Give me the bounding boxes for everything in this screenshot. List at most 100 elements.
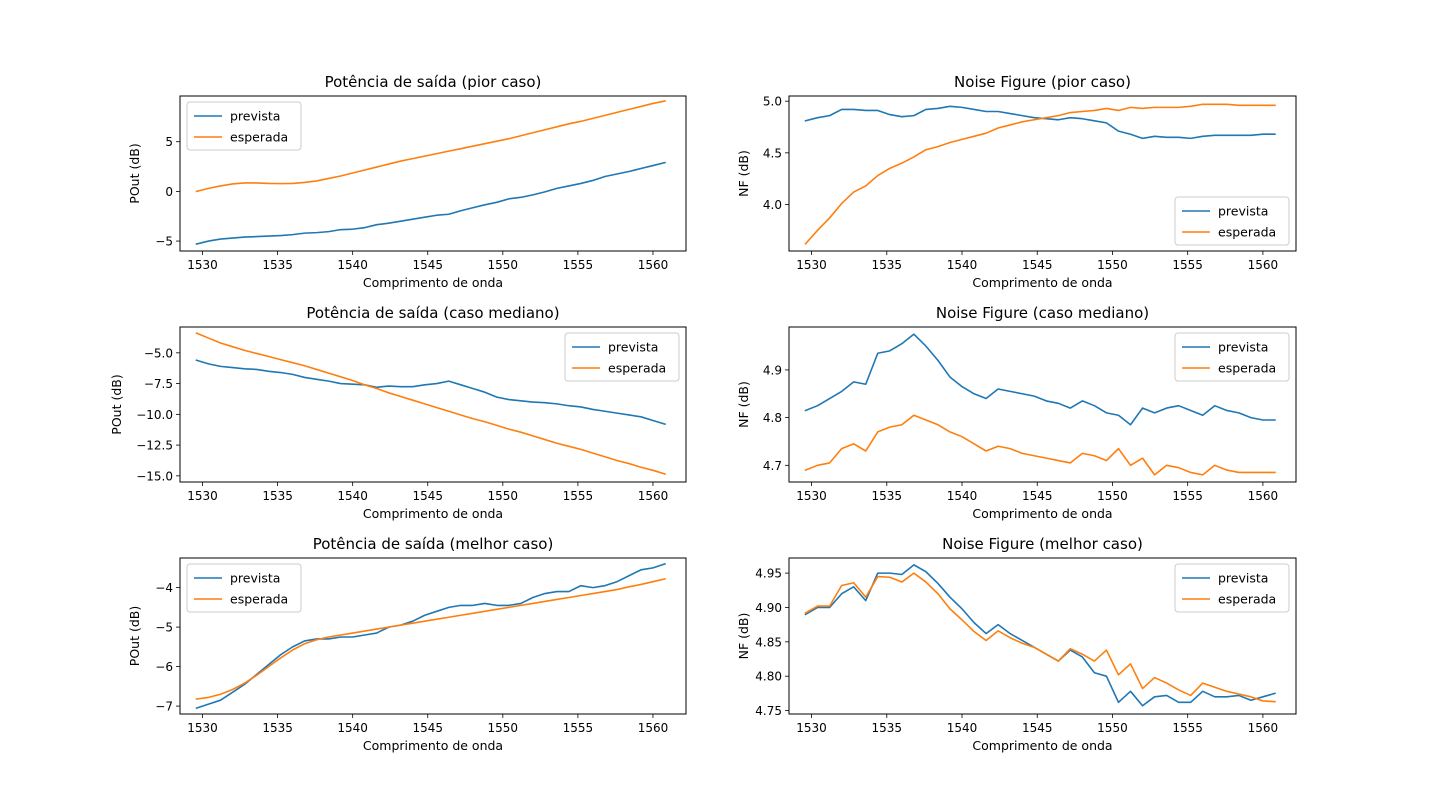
legend: prevista esperada [1174,196,1290,246]
x-tick-label: 1545 [412,721,443,735]
x-tick-label: 1555 [1172,721,1203,735]
x-tick-label: 1530 [796,721,827,735]
series-line-prevista [804,333,1276,426]
legend-box [1174,563,1290,613]
x-tick-label: 1540 [947,489,978,503]
y-tick-label: 4.80 [755,670,782,684]
x-tick-label: 1540 [337,489,368,503]
x-tick-label: 1530 [187,721,218,735]
legend-entry-esperada: esperada [230,592,288,607]
legend-entry-prevista: prevista [1218,204,1268,219]
chart-panel-2: 1530 1535 1540 1545 1550 1555 1560 4.0 4.5 5.0 Noi… [736,73,1297,290]
y-tick-label: −7.5 [144,377,173,391]
y-tick-label: 4.75 [755,704,782,718]
legend-entry-prevista: prevista [1218,571,1268,586]
legend-entry-prevista: prevista [1218,340,1268,355]
legend: prevista esperada [564,332,680,382]
x-tick-label: 1550 [1097,721,1128,735]
x-tick-label: 1545 [412,489,443,503]
legend-entry-esperada: esperada [608,361,666,376]
x-tick-label: 1540 [337,258,368,272]
x-axis-label: Comprimento de onda [972,275,1112,290]
x-tick-label: 1555 [563,258,594,272]
legend: prevista esperada [1174,563,1290,613]
axes-frame [788,557,1297,715]
x-tick-label: 1540 [947,721,978,735]
y-axis-label: NF (dB) [736,150,751,197]
x-tick-label: 1545 [1022,721,1053,735]
x-tick-label: 1560 [1248,489,1279,503]
x-tick-label: 1535 [262,721,293,735]
axes-frame [179,95,687,252]
x-tick-label: 1540 [337,721,368,735]
legend-entry-esperada: esperada [1218,225,1276,240]
y-tick-label: −5 [155,621,173,635]
chart-panel-3: 1530 1535 1540 1545 1550 1555 1560 −15.0 −12.5 −1… [109,304,687,521]
x-tick-label: 1535 [872,489,903,503]
y-tick-label: −5 [155,235,173,249]
legend-entry-esperada: esperada [1218,592,1276,607]
y-tick-label: −5.0 [144,346,173,360]
chart-panel-4: 1530 1535 1540 1545 1550 1555 1560 4.7 4.8 4.9 Noi… [736,304,1297,521]
x-axis-label: Comprimento de onda [972,506,1112,521]
x-axis-label: Comprimento de onda [363,275,503,290]
x-tick-label: 1560 [1248,721,1279,735]
chart-title: Noise Figure (caso mediano) [936,304,1149,322]
chart-title: Potência de saída (caso mediano) [306,304,559,322]
x-tick-label: 1530 [796,258,827,272]
axes-frame [179,557,687,715]
x-tick-label: 1550 [1097,489,1128,503]
axes-frame [179,326,687,483]
x-tick-label: 1550 [488,489,519,503]
legend-box [186,101,302,151]
y-tick-label: 0 [165,185,173,199]
series-line-prevista [195,161,666,246]
x-tick-label: 1535 [872,721,903,735]
x-tick-label: 1555 [1172,258,1203,272]
y-tick-label: −7 [155,700,173,714]
y-tick-label: 4.8 [763,411,782,425]
x-tick-label: 1555 [563,721,594,735]
series-line-esperada [195,332,666,475]
series-line-esperada [804,572,1276,703]
y-tick-label: 4.95 [755,567,782,581]
y-tick-label: 4.85 [755,635,782,649]
axes-frame [788,326,1297,483]
x-axis-label: Comprimento de onda [972,738,1112,753]
series-line-prevista [195,359,666,426]
x-tick-label: 1550 [1097,258,1128,272]
y-tick-label: 4.90 [755,601,782,615]
legend-entry-prevista: prevista [608,340,658,355]
y-tick-label: 4.7 [763,459,782,473]
x-tick-label: 1545 [1022,258,1053,272]
chart-panel-5: 1530 1535 1540 1545 1550 1555 1560 −7 −6 −5 −4 Potê… [127,535,687,753]
x-tick-label: 1555 [1172,489,1203,503]
series-line-esperada [195,100,666,193]
x-tick-label: 1540 [947,258,978,272]
y-tick-label: 4.5 [763,146,782,160]
y-tick-label: −15.0 [136,469,173,483]
x-tick-label: 1535 [262,489,293,503]
legend-box [1174,332,1290,382]
y-tick-label: 4.9 [763,363,782,377]
x-tick-label: 1555 [563,489,594,503]
y-tick-label: 4.0 [763,198,782,212]
legend-entry-prevista: prevista [230,109,280,124]
x-tick-label: 1560 [638,258,669,272]
legend-box [1174,196,1290,246]
chart-title: Noise Figure (pior caso) [954,73,1131,91]
y-tick-label: −4 [155,581,173,595]
x-tick-label: 1530 [187,489,218,503]
y-tick-label: −10.0 [136,408,173,422]
series-line-esperada [195,577,666,700]
x-tick-label: 1560 [1248,258,1279,272]
x-tick-label: 1545 [1022,489,1053,503]
legend-box [564,332,680,382]
y-tick-label: −12.5 [136,439,173,453]
x-axis-label: Comprimento de onda [363,506,503,521]
x-tick-label: 1545 [412,258,443,272]
x-tick-label: 1530 [796,489,827,503]
chart-panel-6: 1530 1535 1540 1545 1550 1555 1560 4.75 4.80 4.85… [736,535,1297,753]
legend: prevista esperada [186,563,302,613]
